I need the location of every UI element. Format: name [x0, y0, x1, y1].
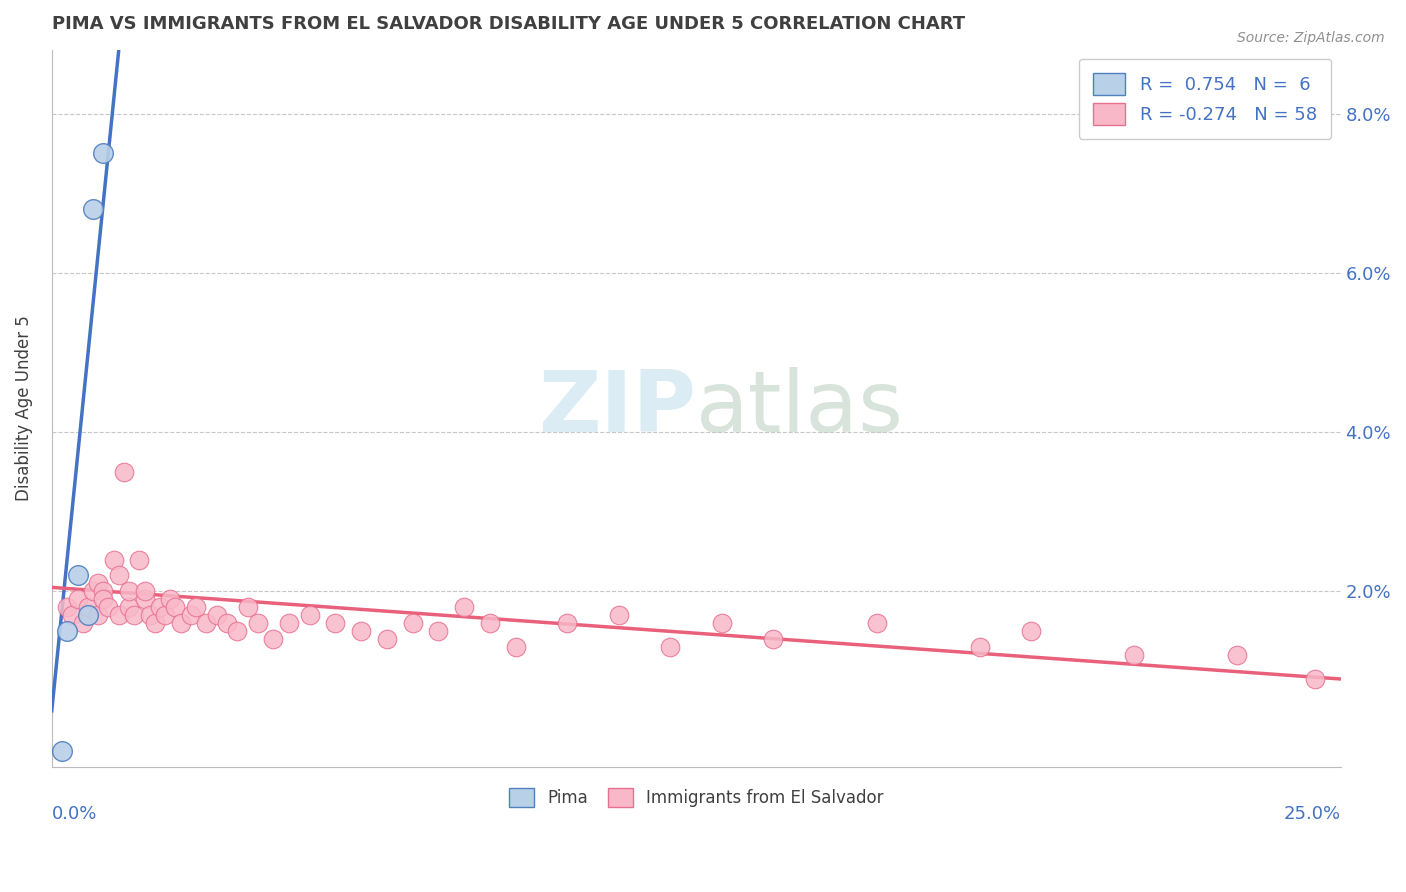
Point — [87, 576, 110, 591]
Text: 0.0%: 0.0% — [52, 805, 97, 823]
Point — [710, 616, 733, 631]
Point — [226, 624, 249, 639]
Point — [165, 600, 187, 615]
Point — [1019, 624, 1042, 639]
Point — [56, 624, 79, 639]
Point — [375, 632, 398, 647]
Point — [72, 616, 94, 631]
Point — [323, 616, 346, 631]
Point — [453, 600, 475, 615]
Point — [134, 584, 156, 599]
Legend: Pima, Immigrants from El Salvador: Pima, Immigrants from El Salvador — [501, 780, 891, 815]
Point — [82, 584, 104, 599]
Point — [66, 592, 89, 607]
Point — [607, 608, 630, 623]
Point — [427, 624, 450, 639]
Point — [401, 616, 423, 631]
Point — [107, 608, 129, 623]
Point — [56, 600, 79, 615]
Point — [195, 616, 218, 631]
Point — [97, 600, 120, 615]
Point — [1123, 648, 1146, 662]
Point — [505, 640, 527, 654]
Point — [159, 592, 181, 607]
Point — [118, 584, 141, 599]
Point — [298, 608, 321, 623]
Point — [82, 202, 104, 216]
Text: Source: ZipAtlas.com: Source: ZipAtlas.com — [1237, 31, 1385, 45]
Point — [865, 616, 887, 631]
Point — [91, 146, 114, 161]
Point — [87, 608, 110, 623]
Point — [143, 616, 166, 631]
Point — [112, 465, 135, 479]
Point — [262, 632, 284, 647]
Point — [350, 624, 373, 639]
Point — [478, 616, 501, 631]
Point — [969, 640, 991, 654]
Point — [122, 608, 145, 623]
Point — [91, 584, 114, 599]
Point — [76, 600, 98, 615]
Point — [138, 608, 160, 623]
Point — [51, 744, 73, 758]
Text: PIMA VS IMMIGRANTS FROM EL SALVADOR DISABILITY AGE UNDER 5 CORRELATION CHART: PIMA VS IMMIGRANTS FROM EL SALVADOR DISA… — [52, 15, 965, 33]
Point — [134, 592, 156, 607]
Point — [1226, 648, 1249, 662]
Text: ZIP: ZIP — [538, 367, 696, 450]
Text: 25.0%: 25.0% — [1284, 805, 1340, 823]
Point — [107, 568, 129, 582]
Point — [762, 632, 785, 647]
Point — [153, 608, 176, 623]
Point — [659, 640, 682, 654]
Y-axis label: Disability Age Under 5: Disability Age Under 5 — [15, 315, 32, 501]
Point — [149, 600, 172, 615]
Point — [184, 600, 207, 615]
Point — [60, 608, 83, 623]
Point — [246, 616, 269, 631]
Point — [91, 592, 114, 607]
Point — [118, 600, 141, 615]
Text: atlas: atlas — [696, 367, 904, 450]
Point — [103, 552, 125, 566]
Point — [555, 616, 578, 631]
Point — [180, 608, 202, 623]
Point — [76, 608, 98, 623]
Point — [128, 552, 150, 566]
Point — [66, 568, 89, 582]
Point — [1303, 672, 1326, 686]
Point — [236, 600, 259, 615]
Point — [215, 616, 238, 631]
Point — [277, 616, 299, 631]
Point — [205, 608, 228, 623]
Point — [169, 616, 191, 631]
